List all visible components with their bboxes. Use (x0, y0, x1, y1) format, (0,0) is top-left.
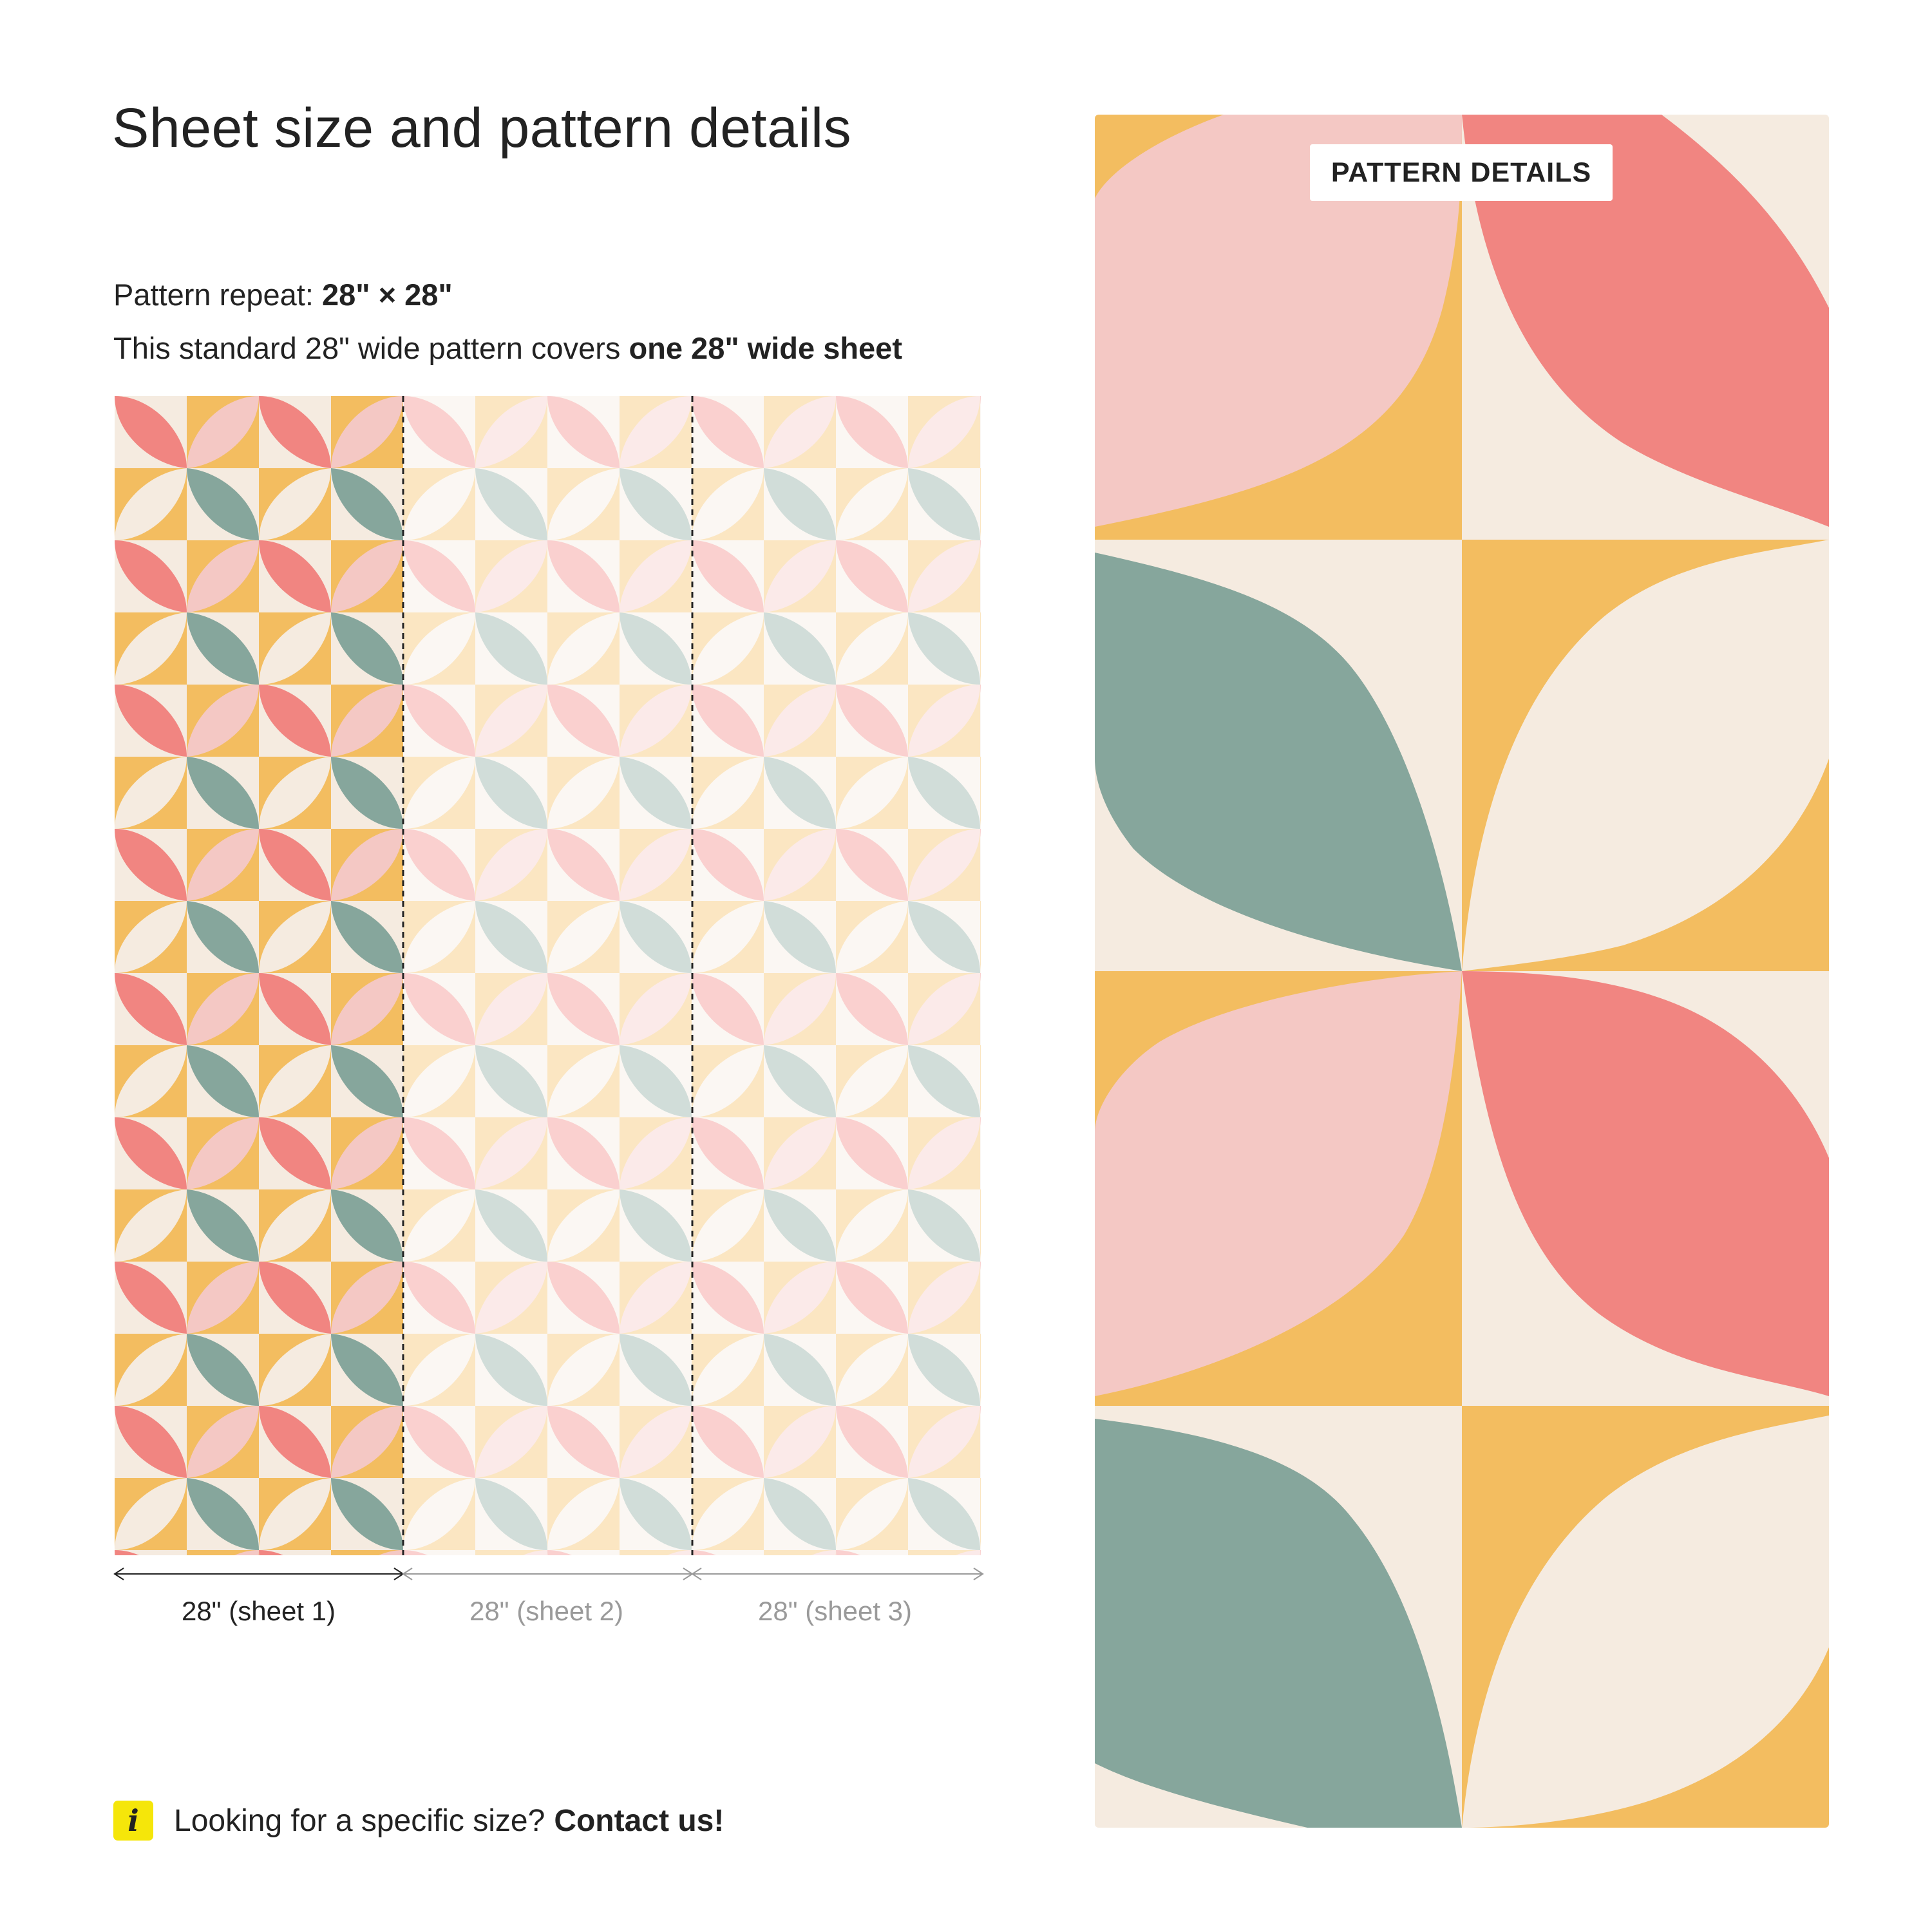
info-icon-glyph: i (128, 1803, 139, 1838)
sheet-1-ruler-arrow-left (113, 1567, 124, 1580)
detail-pink-petal-1 (1095, 115, 1462, 527)
sheet-3-ruler-arrow-right (973, 1567, 984, 1580)
sheet-coverage-value: one 28" wide sheet (629, 331, 902, 365)
sheet-coverage-info: This standard 28" wide pattern covers on… (113, 330, 902, 366)
sheet-3-ruler-arrow-left (691, 1567, 702, 1580)
detail-pink-petal-2 (1095, 971, 1462, 1396)
info-icon: i (113, 1801, 153, 1841)
sheet-2-ruler-arrow-left (402, 1567, 413, 1580)
detail-coral-petal-1 (1462, 115, 1829, 527)
contact-us-link[interactable]: Contact us! (554, 1803, 724, 1838)
detail-cream-petal-2 (1462, 1416, 1829, 1828)
sheet-2-label: 28" (sheet 2) (469, 1596, 624, 1626)
contact-text: Looking for a specific size? (174, 1803, 545, 1838)
detail-cream-petal-1 (1462, 540, 1829, 971)
sheet-1-label: 28" (sheet 1) (181, 1596, 336, 1626)
sheet-1-pattern (115, 396, 403, 1555)
contact-note: i Looking for a specific size? Contact u… (113, 1800, 724, 1841)
sheet-width-ruler (113, 1567, 984, 1580)
sheet-2-fade-overlay (403, 396, 692, 1555)
detail-sage-petal-2 (1095, 1419, 1462, 1828)
sheet-3-fade-overlay (692, 396, 981, 1555)
sheet-coverage-text: This standard 28" wide pattern covers (113, 331, 621, 365)
pattern-repeat-value: 28" × 28" (321, 278, 453, 312)
page-title: Sheet size and pattern details (112, 97, 852, 159)
sheet-3-label: 28" (sheet 3) (757, 1596, 913, 1626)
pattern-repeat-info: Pattern repeat: 28" × 28" (113, 277, 453, 312)
wallpaper-sheets-preview (115, 396, 981, 1555)
pattern-detail-image (1095, 115, 1829, 1828)
detail-coral-petal-2 (1462, 971, 1829, 1396)
detail-sage-petal-1 (1095, 553, 1462, 971)
pattern-repeat-label: Pattern repeat: (113, 278, 314, 312)
pattern-details-label: PATTERN DETAILS (1310, 144, 1613, 201)
